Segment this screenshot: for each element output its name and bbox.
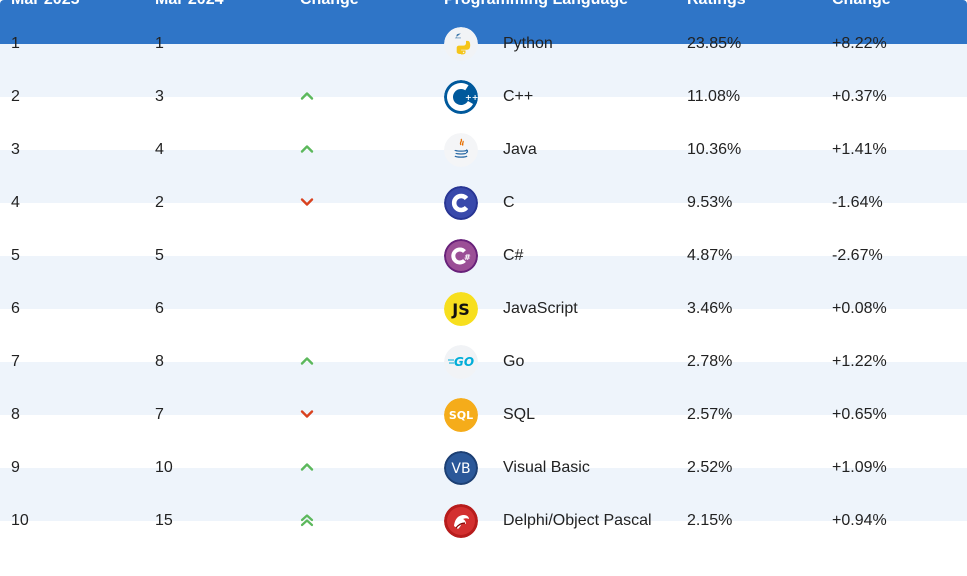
sql-logo-icon: SQL [444, 398, 478, 432]
rating-value: 2.57% [687, 406, 733, 423]
go-logo-text: GO [454, 355, 474, 369]
current-rank: 10 [11, 512, 29, 529]
rating-change-value: +0.37% [832, 88, 887, 105]
previous-rank: 1 [155, 35, 164, 52]
c-logo-icon [444, 186, 478, 220]
current-rank: 9 [11, 459, 20, 476]
table-row: 9 10 VB Visual Basic 2.52% +1.09% [0, 451, 967, 521]
trend-down-icon [300, 407, 314, 421]
visual-basic-logo-icon: VB [444, 451, 478, 485]
previous-rank: 4 [155, 141, 164, 158]
current-rank: 7 [11, 353, 20, 370]
trend-up-icon [300, 354, 314, 368]
previous-rank: 3 [155, 88, 164, 105]
javascript-logo-text: JS [451, 300, 469, 319]
current-rank: 2 [11, 88, 20, 105]
table-row: 4 2 C 9.53% -1.64% [0, 186, 967, 256]
header-ratings-change[interactable]: Change [832, 0, 891, 10]
sql-logo-text: SQL [449, 409, 473, 422]
rating-value: 2.78% [687, 353, 733, 370]
rating-value: 9.53% [687, 194, 733, 211]
rating-value: 10.36% [687, 141, 742, 158]
rating-value: 2.52% [687, 459, 733, 476]
rating-value: 11.08% [687, 88, 741, 105]
table-row: 10 15 Delphi/Object Pascal 2.15% +0.94% [0, 504, 967, 574]
rating-change-value: -2.67% [832, 247, 883, 264]
previous-rank: 2 [155, 194, 164, 211]
visual-basic-logo-text: VB [451, 461, 470, 477]
current-rank: 1 [11, 35, 20, 52]
table-row: 8 7 SQL SQL 2.57% +0.65% [0, 398, 967, 468]
rating-value: 3.46% [687, 300, 733, 317]
language-name[interactable]: C++ [503, 88, 534, 105]
current-rank: 4 [11, 194, 20, 211]
current-rank: 5 [11, 247, 20, 264]
header-previous-rank[interactable]: Mar 2024 [155, 0, 224, 10]
current-rank: 6 [11, 300, 20, 317]
trend-up-icon [300, 142, 314, 156]
delphi-logo-icon [444, 504, 478, 538]
cpp-logo-icon: ++ [444, 80, 478, 114]
header-ratings[interactable]: Ratings [687, 0, 746, 10]
csharp-logo-icon: # [444, 239, 478, 273]
header-change[interactable]: Change [300, 0, 359, 10]
rating-change-value: +1.41% [832, 141, 887, 158]
rating-change-value: +8.22% [832, 35, 887, 52]
rating-value: 23.85% [687, 35, 742, 52]
language-name[interactable]: Visual Basic [503, 459, 590, 476]
header-language[interactable]: Programming Language [444, 0, 628, 10]
table-row: 7 8 GO Go 2.78% +1.22% [0, 345, 967, 415]
rating-change-value: +0.08% [832, 300, 887, 317]
table-row: 1 1 Python 23.85% +8.22% [0, 27, 967, 97]
language-name[interactable]: C# [503, 247, 524, 264]
java-logo-icon [444, 133, 478, 167]
svg-text:#: # [464, 253, 471, 262]
previous-rank: 10 [155, 459, 173, 476]
language-name[interactable]: Go [503, 353, 525, 370]
rating-change-value: +1.09% [832, 459, 887, 476]
language-name[interactable]: Java [503, 141, 537, 158]
language-name[interactable]: Python [503, 35, 553, 52]
rating-change-value: +1.22% [832, 353, 887, 370]
previous-rank: 6 [155, 300, 164, 317]
current-rank: 3 [11, 141, 20, 158]
table-header: Mar 2025 Mar 2024 Change Programming Lan… [0, 0, 967, 44]
trend-double-up-icon [300, 513, 314, 527]
previous-rank: 8 [155, 353, 164, 370]
table-row: 5 5 # C# 4.87% -2.67% [0, 239, 967, 309]
header-current-rank[interactable]: Mar 2025 [11, 0, 80, 10]
rating-change-value: +0.94% [832, 512, 887, 529]
rating-value: 4.87% [687, 247, 733, 264]
svg-text:++: ++ [465, 93, 478, 102]
trend-down-icon [300, 195, 314, 209]
language-name[interactable]: Delphi/Object Pascal [503, 512, 652, 529]
previous-rank: 7 [155, 406, 164, 423]
current-rank: 8 [11, 406, 20, 423]
language-name[interactable]: C [503, 194, 515, 211]
trend-up-icon [300, 460, 314, 474]
rating-value: 2.15% [687, 512, 733, 529]
language-name[interactable]: JavaScript [503, 300, 578, 317]
trend-up-icon [300, 89, 314, 103]
rating-change-value: -1.64% [832, 194, 883, 211]
previous-rank: 15 [155, 512, 173, 529]
rating-change-value: +0.65% [832, 406, 887, 423]
previous-rank: 5 [155, 247, 164, 264]
language-name[interactable]: SQL [503, 406, 536, 423]
python-logo-icon [444, 27, 478, 61]
table-row: 2 3 ++ C++ 11.08% +0.37% [0, 80, 967, 150]
go-logo-icon: GO [444, 345, 478, 379]
javascript-logo-icon: JS [444, 292, 478, 326]
table-row: 3 4 Java 10.36% +1.41% [0, 133, 967, 203]
table-row: 6 6 JS JavaScript 3.46% +0.08% [0, 292, 967, 362]
